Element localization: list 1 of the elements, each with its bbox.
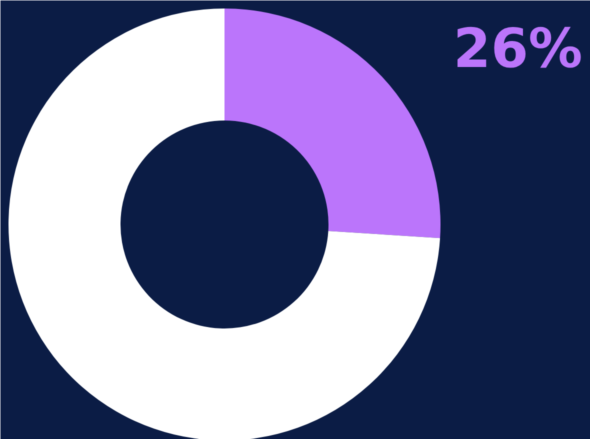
data-label: 26% <box>453 17 583 80</box>
